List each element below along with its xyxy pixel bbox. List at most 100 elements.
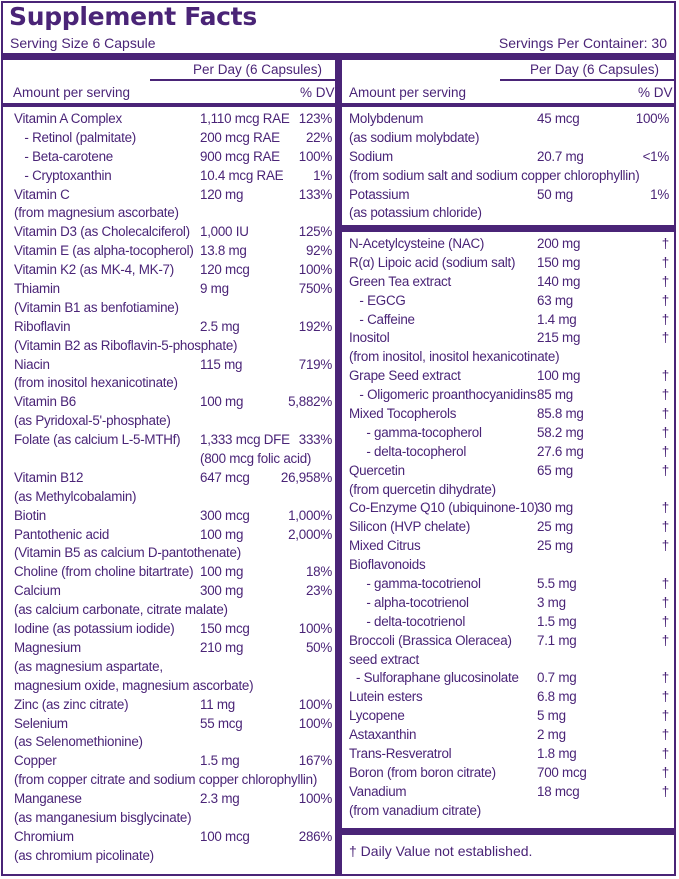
nutrient-name: Quercetin [349, 462, 405, 478]
nutrient-dv: † [661, 500, 669, 516]
nutrient-dv: 5,882% [288, 394, 332, 410]
nutrient-row: - Beta-carotene 900 mcg RAE 100% [14, 148, 332, 167]
nutrient-dv: <1% [642, 148, 670, 164]
nutrient-row: Folate (as calcium L-5-MTHf) 1,333 mcg DF… [14, 431, 332, 450]
nutrient-row: (as Selenomethionine) [14, 733, 332, 752]
nutrient-row: Magnesium 210 mg 50% [14, 639, 332, 658]
nutrient-amount: 6.8 mg [537, 689, 577, 705]
nutrient-amount: 1.8 mg [537, 746, 577, 762]
nutrient-amount: 13.8 mg [200, 243, 247, 259]
nutrient-name: Trans-Resveratrol [349, 746, 452, 762]
nutrient-name: Selenium [14, 715, 68, 731]
nutrient-row: (as Pyridoxal-5'-phosphate) [14, 412, 332, 431]
nutrient-amount: 20.7 mg [537, 148, 584, 164]
nutrient-dv: 2,000% [288, 526, 332, 542]
nutrient-name: Magnesium [14, 639, 81, 655]
nutrient-amount: 25 mg [537, 519, 573, 535]
nutrient-dv: † [661, 538, 669, 554]
nutrient-dv: 100% [635, 111, 670, 126]
nutrient-name: - delta-tocopherol [349, 443, 467, 459]
nutrient-name: (as magnesium aspartate, [14, 658, 163, 674]
right-other-ingredients-list: N-Acetylcysteine (NAC) 200 mg † R(α) Lipoic… [349, 235, 669, 821]
nutrient-dv: 125% [298, 224, 333, 240]
nutrient-row: Lutein esters 6.8 mg † [349, 688, 669, 707]
nutrient-row: Lycopene 5 mg † [349, 707, 669, 726]
column-divider [335, 60, 342, 875]
nutrient-row: Vitamin E (as alpha-tocopherol) 13.8 mg 92… [14, 242, 332, 261]
nutrient-dv: † [661, 311, 669, 327]
nutrient-name: Vitamin B6 [14, 394, 77, 410]
nutrient-amount: 50 mg [537, 186, 573, 202]
nutrient-name: - Caffeine [349, 311, 415, 327]
nutrient-amount: 1.5 mg [537, 613, 577, 629]
nutrient-name: Potassium [349, 186, 410, 202]
nutrient-dv: † [661, 462, 669, 478]
nutrient-amount: 140 mg [537, 273, 581, 289]
nutrient-row: Vitamin B12 647 mcg 26,958% [14, 469, 332, 488]
nutrient-row: Astaxanthin 2 mg † [349, 726, 669, 745]
nutrient-dv: 750% [298, 281, 333, 297]
nutrient-dv: † [661, 727, 669, 743]
nutrient-dv: 1,000% [288, 507, 332, 523]
nutrient-amount: 210 mg [200, 639, 244, 655]
nutrient-dv: 100% [298, 791, 333, 807]
nutrient-amount: 115 mg [200, 356, 243, 372]
nutrient-row: (as Methylcobalamin) [14, 488, 332, 507]
nutrient-row: Molybdenum 45 mcg 100% [349, 110, 669, 129]
right-dv-header: % DV [638, 85, 673, 100]
nutrient-dv: † [661, 689, 669, 705]
nutrient-name: Molybdenum [349, 111, 424, 126]
nutrient-row: Boron (from boron citrate) 700 mcg † [349, 764, 669, 783]
right-perday-line [500, 79, 675, 81]
nutrient-name: Vitamin D3 (as Cholecalciferol) [14, 224, 190, 240]
nutrient-amount: 200 mcg RAE [200, 129, 280, 145]
nutrient-row: Mixed Citrus 25 mg † [349, 537, 669, 556]
nutrient-name: Vitamin B12 [14, 469, 84, 485]
nutrient-row: (Vitamin B5 as calcium D-pantothenate) [14, 544, 332, 563]
nutrient-name: Copper [14, 753, 57, 769]
nutrient-amount: 10.4 mcg RAE [200, 167, 284, 183]
nutrient-dv: 100% [298, 262, 333, 278]
nutrient-dv: 100% [298, 621, 333, 637]
nutrient-name: Co-Enzyme Q10 (ubiquinone-10) [349, 500, 539, 516]
nutrient-amount: 100 mg [200, 564, 244, 580]
nutrient-amount: 9 mg [200, 281, 229, 297]
nutrient-row: Vitamin D3 (as Cholecalciferol) 1,000 IU 1… [14, 223, 332, 242]
nutrient-dv: 100% [298, 696, 333, 712]
nutrient-name: Grape Seed extract [349, 368, 461, 384]
nutrient-dv: 123% [298, 111, 333, 126]
nutrient-row: Biotin 300 mcg 1,000% [14, 507, 332, 526]
left-amount-header: Amount per serving [13, 85, 131, 100]
nutrient-row: - Cryptoxanthin 10.4 mcg RAE 1% [14, 167, 332, 186]
nutrient-amount: 100 mg [200, 526, 244, 542]
nutrient-row: Trans-Resveratrol 1.8 mg † [349, 745, 669, 764]
nutrient-name: Mixed Tocopherols [349, 406, 457, 422]
nutrient-row: (from vanadium citrate) [349, 802, 669, 821]
nutrient-row: Choline (from choline bitartrate) 100 mg 1… [14, 563, 332, 582]
nutrient-amount: 100 mcg [200, 828, 250, 844]
nutrient-name: Pantothenic acid [14, 526, 110, 542]
nutrient-name: Manganese [14, 791, 82, 807]
nutrient-amount: 900 mcg RAE [200, 148, 280, 164]
nutrient-name: (as calcium carbonate, citrate malate) [14, 602, 228, 618]
nutrient-row: Sodium 20.7 mg <1% [349, 148, 669, 167]
nutrient-name: (Vitamin B2 as Riboflavin-5-phosphate) [14, 337, 238, 353]
nutrient-name: (as sodium molybdate) [349, 129, 480, 145]
nutrient-name: - alpha-tocotrienol [349, 594, 469, 610]
nutrient-row: Grape Seed extract 100 mg † [349, 367, 669, 386]
nutrient-amount: (800 mcg folic acid) [200, 451, 312, 467]
nutrient-amount: 2.5 mg [200, 318, 240, 334]
nutrient-amount: 1.4 mg [537, 311, 577, 327]
nutrient-name: Broccoli (Brassica Oleracea) [349, 632, 512, 648]
servings-per-container: Servings Per Container: 30 [498, 35, 667, 51]
nutrient-row: - Caffeine 1.4 mg † [349, 311, 669, 330]
nutrient-name: - Cryptoxanthin [14, 167, 112, 183]
nutrient-row: seed extract [349, 651, 669, 670]
nutrient-amount: 150 mcg [200, 621, 250, 637]
nutrient-name: magnesium oxide, magnesium ascorbate) [14, 677, 254, 693]
nutrient-row: Vitamin B6 100 mg 5,882% [14, 393, 332, 412]
nutrient-row: (from quercetin dihydrate) [349, 481, 669, 500]
nutrient-name: N-Acetylcysteine (NAC) [349, 236, 485, 251]
nutrient-name: Vanadium [349, 783, 407, 799]
nutrient-name: Astaxanthin [349, 727, 417, 743]
